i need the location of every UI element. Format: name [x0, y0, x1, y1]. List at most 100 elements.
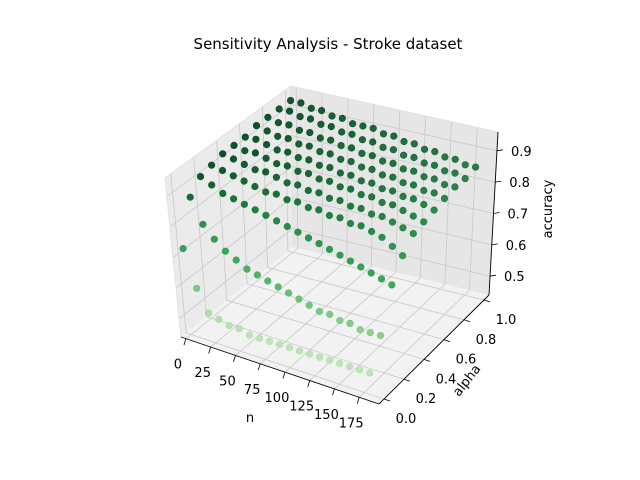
data-point — [420, 159, 428, 167]
data-point — [325, 211, 334, 220]
data-point — [388, 281, 396, 289]
x-grid-line — [334, 283, 446, 390]
y-tick — [383, 398, 391, 402]
data-point — [316, 134, 324, 142]
data-point — [461, 161, 469, 169]
data-point — [230, 141, 238, 149]
data-point — [243, 265, 251, 273]
data-point — [430, 161, 439, 169]
data-point — [326, 164, 334, 172]
data-point — [295, 347, 304, 355]
data-point — [389, 146, 398, 154]
data-point — [252, 135, 260, 143]
data-point — [430, 175, 438, 183]
x-axis-label: n — [246, 411, 254, 426]
data-point — [420, 186, 428, 195]
z-tick — [496, 149, 504, 152]
data-point — [294, 154, 302, 162]
data-point — [208, 161, 216, 169]
y-tick — [423, 359, 431, 362]
data-point — [262, 188, 270, 196]
data-point — [368, 210, 376, 218]
data-point — [346, 257, 355, 265]
data-point — [240, 177, 248, 185]
data-point — [275, 340, 284, 349]
data-point — [369, 138, 377, 146]
data-point — [420, 218, 428, 226]
data-point — [399, 192, 407, 201]
x-tick-label: 75 — [244, 383, 261, 398]
data-point — [366, 329, 374, 337]
x-tick-label: 50 — [219, 374, 236, 389]
data-point — [347, 171, 355, 179]
left-wall-pane — [165, 86, 293, 337]
data-point — [461, 175, 469, 183]
data-point — [252, 121, 261, 130]
data-point — [230, 195, 238, 203]
data-point — [378, 185, 386, 193]
data-point — [368, 179, 376, 187]
data-point — [347, 144, 356, 152]
data-point — [285, 121, 293, 129]
z-grid-line — [292, 228, 491, 277]
data-point — [305, 142, 313, 150]
data-point — [315, 175, 323, 183]
data-point — [400, 151, 408, 159]
y-grid-line — [185, 332, 385, 400]
data-point — [389, 159, 397, 167]
data-point — [420, 173, 428, 181]
data-point — [430, 206, 438, 214]
data-point — [430, 189, 438, 197]
data-point — [263, 141, 271, 149]
data-point — [441, 153, 449, 161]
z-grid-line — [175, 197, 293, 289]
data-point — [264, 113, 272, 121]
data-point — [336, 251, 344, 259]
data-point — [317, 120, 325, 128]
data-point — [315, 189, 323, 197]
x-tick — [307, 380, 311, 388]
y-grid-line — [226, 299, 425, 360]
data-point — [357, 222, 365, 230]
data-point — [297, 99, 305, 107]
data-point — [265, 337, 274, 346]
x-tick-label: 25 — [194, 366, 211, 381]
data-point — [441, 167, 449, 175]
data-point — [346, 363, 354, 371]
data-point — [240, 200, 248, 208]
y-tick — [463, 319, 471, 323]
data-point — [409, 181, 418, 189]
z-tick-label: 0.6 — [506, 239, 527, 254]
data-point — [327, 122, 335, 131]
data-point — [389, 201, 397, 209]
data-point — [232, 256, 240, 264]
data-point — [275, 105, 283, 113]
data-point — [294, 198, 302, 206]
x-tick-label: 125 — [289, 400, 314, 415]
z-tick-label: 0.5 — [504, 270, 525, 285]
z-grid-line — [291, 135, 496, 183]
data-point — [305, 156, 313, 164]
data-point — [357, 191, 365, 199]
data-point — [193, 284, 201, 292]
data-point — [186, 193, 194, 201]
data-point — [295, 126, 304, 134]
data-point — [409, 195, 418, 203]
x-tick-label: 100 — [265, 391, 290, 406]
data-point — [273, 146, 281, 154]
data-point — [399, 165, 407, 173]
data-point — [389, 187, 397, 195]
data-point — [241, 133, 249, 141]
y-tick — [443, 339, 451, 342]
data-point — [410, 140, 418, 148]
data-point — [326, 177, 334, 185]
data-point — [336, 169, 345, 177]
data-point — [287, 96, 295, 105]
data-point — [283, 179, 291, 187]
data-point — [356, 366, 364, 374]
y-grid-line — [247, 283, 445, 340]
x-axis-line — [180, 336, 380, 405]
data-point — [399, 206, 407, 215]
data-point — [316, 148, 324, 156]
